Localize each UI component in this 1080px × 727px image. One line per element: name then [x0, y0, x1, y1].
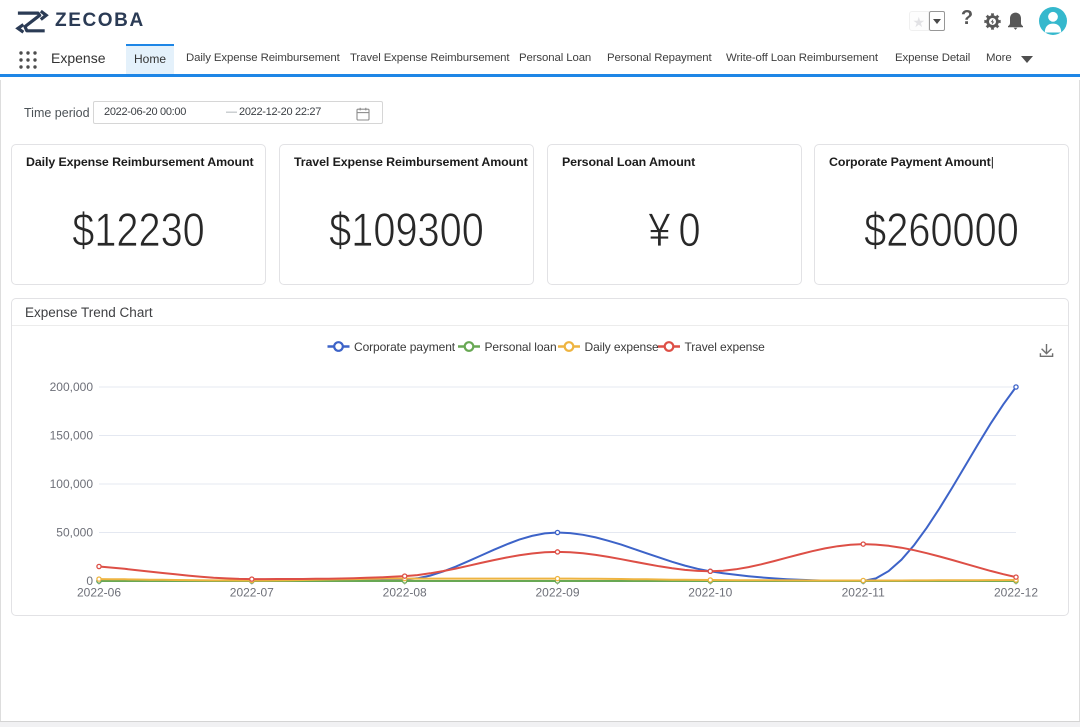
svg-text:Corporate payment: Corporate payment	[354, 340, 456, 354]
svg-text:200,000: 200,000	[50, 380, 94, 394]
svg-text:Personal loan: Personal loan	[485, 340, 557, 354]
svg-text:50,000: 50,000	[56, 526, 93, 540]
svg-text:Daily expense: Daily expense	[585, 340, 660, 354]
svg-text:Travel expense: Travel expense	[685, 340, 766, 354]
svg-text:2022-08: 2022-08	[383, 586, 427, 600]
svg-text:2022-10: 2022-10	[688, 586, 732, 600]
svg-text:2022-07: 2022-07	[230, 586, 274, 600]
svg-text:2022-09: 2022-09	[535, 586, 579, 600]
svg-text:2022-11: 2022-11	[842, 586, 885, 600]
svg-text:150,000: 150,000	[50, 429, 94, 443]
svg-text:2022-12: 2022-12	[994, 586, 1038, 600]
svg-text:2022-06: 2022-06	[77, 586, 121, 600]
svg-text:100,000: 100,000	[50, 477, 94, 491]
svg-text:0: 0	[86, 574, 93, 588]
